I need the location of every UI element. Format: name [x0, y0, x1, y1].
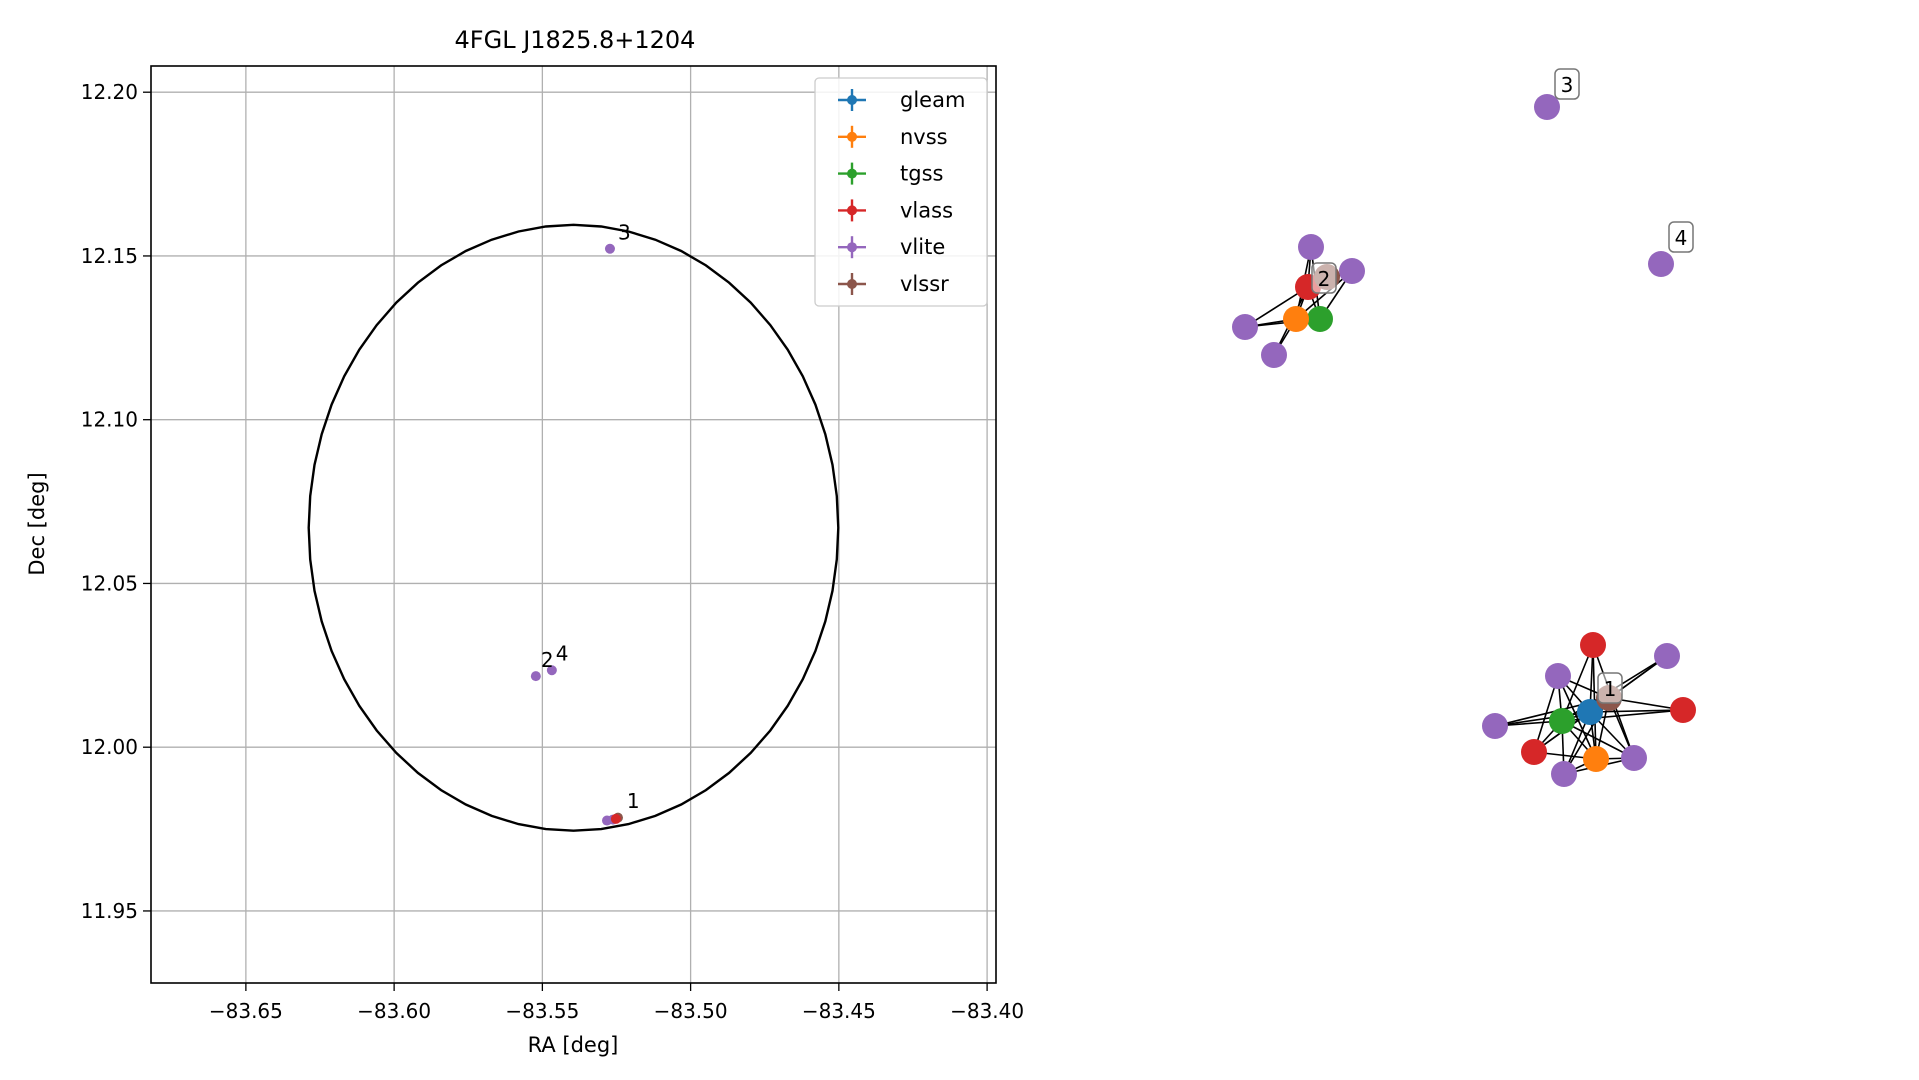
- network-node-vlass: [1670, 697, 1696, 723]
- network-panel: 1 2 3 4: [1232, 68, 1696, 787]
- point-annotation: 1: [627, 789, 640, 813]
- y-tick-label: 12.05: [81, 571, 138, 595]
- y-tick-label: 12.10: [81, 408, 138, 432]
- legend-marker-dot: [847, 205, 857, 216]
- network-node-vlite: [1621, 745, 1647, 771]
- network-node-vlite: [1545, 663, 1571, 689]
- x-tick-label: −83.45: [802, 999, 876, 1023]
- network-node-nvss: [1583, 746, 1609, 772]
- legend-box: [814, 77, 988, 307]
- y-tick-label: 12.15: [81, 244, 138, 268]
- y-axis-label: Dec [deg]: [25, 472, 49, 575]
- ellipse-outline: [307, 223, 840, 832]
- legend-entry-nvss: nvss: [838, 125, 948, 149]
- network-node-vlite: [1339, 258, 1365, 284]
- network-node-vlite: [1482, 713, 1508, 739]
- plot-frame: [150, 65, 997, 984]
- network-node-vlite: [1232, 314, 1258, 340]
- network-node-vlite: [1648, 251, 1674, 277]
- x-tick-label: −83.60: [357, 999, 431, 1023]
- network-node-tgss: [1307, 306, 1333, 332]
- legend-entry-tgss: tgss: [838, 162, 943, 186]
- network-node-label: 4: [1668, 221, 1694, 253]
- legend: gleam nvss tgss vlass vlite vlssr: [814, 77, 988, 307]
- point-annotation: 3: [618, 221, 631, 245]
- data-points: 1 2 3 4: [530, 221, 640, 826]
- legend-marker-dot: [847, 279, 857, 289]
- network-edge: [1561, 720, 1635, 759]
- network-node-vlite: [1551, 761, 1577, 787]
- node-label-box: [1311, 262, 1337, 294]
- node-label-box: [1554, 68, 1580, 100]
- legend-entry-vlite: vlite: [838, 235, 945, 259]
- node-label-text: 3: [1561, 73, 1574, 97]
- legend-label: vlass: [900, 198, 953, 222]
- legend-entry-vlssr: vlssr: [838, 272, 949, 296]
- network-node-vlite: [1298, 234, 1324, 260]
- network-node-vlite: [1534, 94, 1560, 120]
- legend-marker-dot: [847, 95, 857, 105]
- scatter-panel: 4FGL J1825.8+1204 1 2 3 4 −83.65 −83.60 −83.5…: [25, 26, 1024, 1057]
- legend-label: nvss: [900, 125, 948, 149]
- point-vlass: [610, 813, 621, 824]
- network-node-vlite: [1261, 342, 1287, 368]
- legend-label: vlite: [900, 235, 945, 259]
- y-tick-label: 12.00: [81, 735, 138, 759]
- legend-marker-dot: [847, 242, 857, 253]
- network-node-tgss: [1549, 708, 1575, 734]
- y-tick-label: 12.20: [81, 80, 138, 104]
- legend-label: vlssr: [900, 272, 949, 296]
- node-label-box: [1597, 672, 1623, 704]
- legend-entry-gleam: gleam: [838, 88, 965, 112]
- legend-label: gleam: [900, 88, 965, 112]
- node-label-text: 4: [1675, 226, 1688, 250]
- network-edge: [1494, 711, 1591, 727]
- legend-label: tgss: [900, 162, 943, 186]
- legend-marker-dot: [847, 168, 857, 179]
- chart-title: 4FGL J1825.8+1204: [455, 26, 696, 54]
- network-edge: [1557, 675, 1597, 760]
- x-tick-label: −83.65: [209, 999, 283, 1023]
- y-axis-ticks: 11.95 12.00 12.05 12.10 12.15 12.20: [81, 80, 151, 923]
- point-vlite: [604, 243, 615, 254]
- point-vlite: [530, 671, 541, 682]
- network-node-vlite: [1654, 643, 1680, 669]
- localization-ellipse: [307, 223, 840, 832]
- x-tick-label: −83.55: [505, 999, 579, 1023]
- network-node-label: 2: [1311, 262, 1337, 294]
- network-node-gleam: [1577, 699, 1603, 725]
- point-vlite: [546, 665, 557, 676]
- legend-entry-vlass: vlass: [838, 198, 953, 222]
- x-tick-label: −83.40: [950, 999, 1024, 1023]
- node-label-text: 2: [1318, 267, 1331, 291]
- point-annotation: 2: [541, 648, 554, 672]
- network-node-vlass: [1580, 632, 1606, 658]
- network-node-vlass: [1521, 739, 1547, 765]
- node-label-text: 1: [1604, 677, 1617, 701]
- node-label-box: [1668, 221, 1694, 253]
- y-tick-label: 11.95: [81, 899, 138, 923]
- x-tick-label: −83.50: [654, 999, 728, 1023]
- network-node-label: 3: [1554, 68, 1580, 100]
- point-annotation: 4: [556, 641, 569, 665]
- x-axis-ticks: −83.65 −83.60 −83.55 −83.50 −83.45 −83.40: [209, 983, 1024, 1023]
- network-nodes: [1232, 94, 1696, 787]
- network-node-label: 1: [1597, 672, 1623, 704]
- x-axis-label: RA [deg]: [528, 1033, 619, 1057]
- network-node-nvss: [1283, 306, 1309, 332]
- legend-marker-dot: [847, 131, 857, 142]
